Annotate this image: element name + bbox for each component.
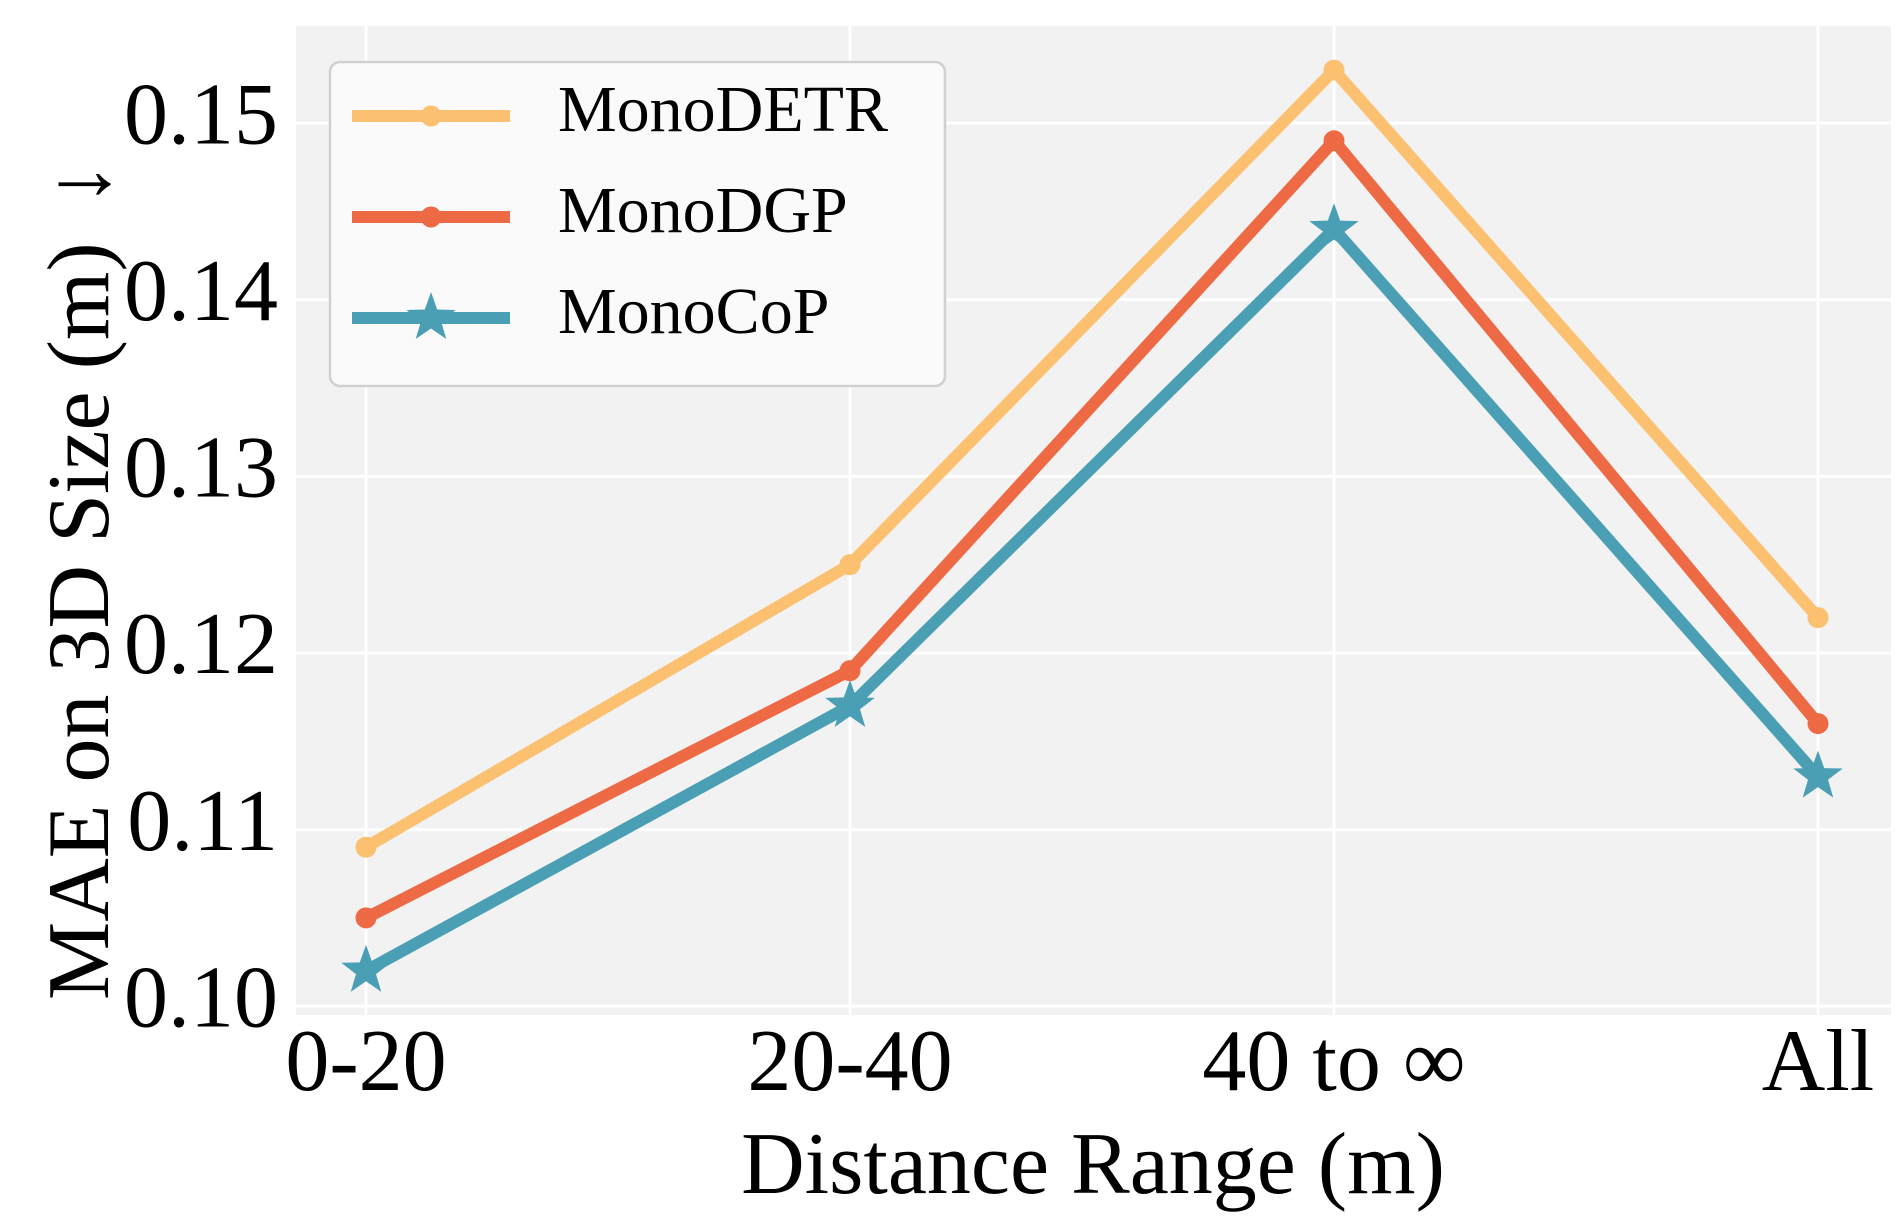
x-tick-label: All	[1762, 1013, 1874, 1110]
data-point-monocop	[341, 944, 391, 992]
data-point-monodgp	[1807, 713, 1829, 735]
data-point-monodgp	[839, 660, 861, 682]
legend-swatch-marker	[406, 292, 456, 339]
legend-label: MonoDETR	[558, 73, 888, 146]
y-axis-label-text: MAE on 3D Size (m)	[31, 242, 128, 1000]
y-tick-label: 0.14	[124, 243, 278, 340]
x-tick-label: 0-20	[285, 1013, 446, 1110]
y-tick-label: 0.13	[124, 420, 278, 517]
y-axis-label-arrow: ↓	[31, 162, 128, 206]
y-tick-label: 0.10	[124, 949, 278, 1046]
x-axis-label: Distance Range (m)	[741, 1116, 1445, 1213]
y-tick-label: 0.12	[124, 596, 278, 693]
legend-label: MonoDGP	[558, 174, 848, 247]
data-point-monodetr	[839, 554, 861, 576]
y-axis-label: MAE on 3D Size (m) ↓	[31, 162, 128, 1000]
series-line-monodetr	[362, 61, 1823, 853]
series-line-monocop	[363, 220, 1823, 977]
data-point-monodgp	[355, 907, 377, 929]
legend-entry-monodetr: MonoDETR	[352, 73, 888, 146]
y-tick-label: 0.15	[124, 66, 278, 163]
data-point-monodetr	[1807, 607, 1829, 629]
x-tick-labels: 0-20 20-40 40 to ∞ All	[285, 1013, 1874, 1110]
data-point-monocop	[1309, 203, 1359, 251]
legend-label: MonoCoP	[558, 275, 829, 348]
series-line-monodgp	[363, 131, 1823, 924]
legend: MonoDETR MonoDGP MonoCoP	[328, 60, 947, 388]
legend-entry-monodgp: MonoDGP	[352, 174, 848, 247]
legend-swatch-marker	[420, 105, 442, 127]
legend-swatch-marker	[420, 206, 442, 228]
data-point-monocop	[825, 679, 875, 727]
x-tick-label: 20-40	[747, 1013, 952, 1110]
y-tick-label: 0.11	[127, 773, 278, 870]
data-point-monocop	[1793, 750, 1843, 798]
y-axis-label-group: MAE on 3D Size (m) ↓	[31, 162, 128, 1000]
data-point-monodgp	[1323, 130, 1345, 152]
y-tick-labels: 0.10 0.11 0.12 0.13 0.14 0.15	[124, 66, 278, 1046]
data-point-monodetr	[1323, 59, 1345, 81]
data-point-monodetr	[355, 836, 377, 858]
legend-box	[328, 60, 947, 388]
x-tick-label: 40 to ∞	[1202, 1013, 1465, 1110]
series-group	[341, 59, 1843, 992]
legend-entry-monocop: MonoCoP	[352, 275, 829, 348]
